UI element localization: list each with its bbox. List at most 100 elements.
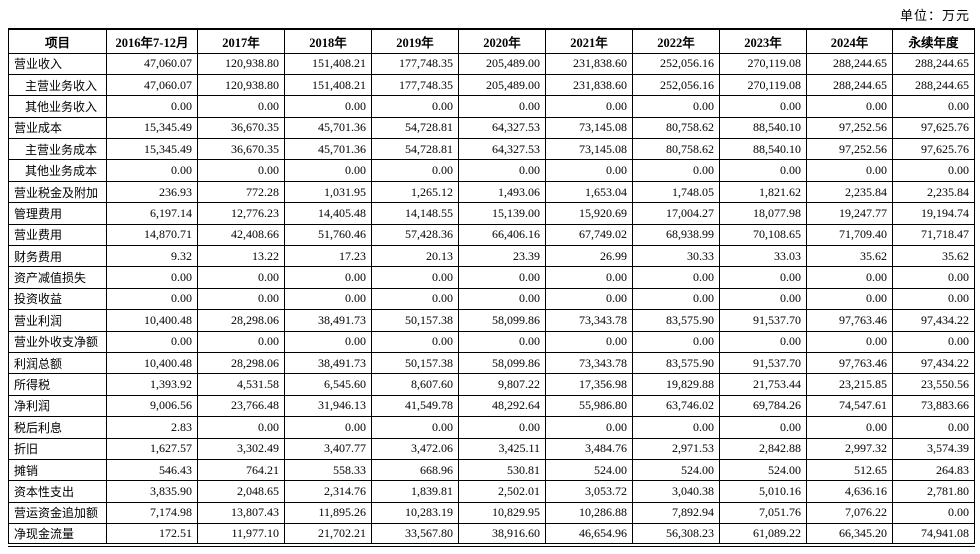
- cell-value: 61,089.22: [719, 523, 807, 546]
- table-row: 税后利息 2.83 0.00 0.00 0.00 0.00 0.00 0.00 0.00 0.00…: [8, 416, 975, 439]
- cell-value: 3,407.77: [284, 437, 372, 460]
- cell-value: 6,197.14: [106, 202, 198, 225]
- cell-value: 57,428.36: [371, 223, 459, 247]
- cell-value: 252,056.16: [632, 52, 720, 75]
- cell-value: 524.00: [719, 458, 807, 482]
- cell-value: 3,040.38: [632, 480, 720, 503]
- cell-value: 3,302.49: [197, 437, 285, 460]
- cell-value: 0.00: [719, 287, 807, 311]
- column-header-2019: 2019年: [371, 28, 459, 54]
- cell-value: 10,286.88: [545, 501, 633, 525]
- cell-value: 73,145.08: [545, 116, 633, 140]
- table-row: 财务费用 9.32 13.22 17.23 20.13 23.39 26.99 30.33 33…: [8, 245, 975, 268]
- cell-value: 772.28: [197, 180, 285, 204]
- table-row: 营业收入 47,060.07 120,938.80 151,408.21 177,748…: [8, 52, 975, 75]
- cell-value: 0.00: [284, 330, 372, 353]
- cell-value: 0.00: [371, 266, 459, 289]
- cell-value: 55,986.80: [545, 394, 633, 418]
- table-row: 所得税 1,393.92 4,531.58 6,545.60 8,607.60 9,807…: [8, 373, 975, 396]
- cell-value: 0.00: [892, 330, 975, 353]
- unit-note: 单位：万元: [899, 8, 970, 23]
- cell-value: 28,298.06: [197, 309, 285, 332]
- cell-value: 74,547.61: [806, 394, 893, 418]
- row-label: 管理费用: [8, 202, 107, 225]
- header-row: 项目 2016年7-12月 2017年 2018年 2019年 2020年 20…: [8, 28, 975, 54]
- cell-value: 4,636.16: [806, 480, 893, 503]
- table-row: 净现金流量 172.51 11,977.10 21,702.21 33,567.80 38…: [8, 523, 975, 546]
- cell-value: 66,345.20: [806, 523, 893, 546]
- cell-value: 524.00: [632, 458, 720, 482]
- cell-value: 1,393.92: [106, 373, 198, 396]
- cell-value: 19,247.77: [806, 202, 893, 225]
- cell-value: 0.00: [371, 95, 459, 118]
- cell-value: 48,292.64: [458, 394, 546, 418]
- cell-value: 67,749.02: [545, 223, 633, 247]
- cell-value: 10,400.48: [106, 351, 198, 375]
- cell-value: 14,870.71: [106, 223, 198, 247]
- cell-value: 15,345.49: [106, 116, 198, 140]
- cell-value: 63,746.02: [632, 394, 720, 418]
- cell-value: 3,472.06: [371, 437, 459, 460]
- cell-value: 2,502.01: [458, 480, 546, 503]
- cell-value: 0.00: [284, 95, 372, 118]
- cell-value: 97,434.22: [892, 351, 975, 375]
- table-row: 资产减值损失 0.00 0.00 0.00 0.00 0.00 0.00 0.00 0.00 0.…: [8, 266, 975, 289]
- cell-value: 80,758.62: [632, 138, 720, 161]
- cell-value: 23,550.56: [892, 373, 975, 396]
- cell-value: 69,784.26: [719, 394, 807, 418]
- row-label: 净现金流量: [8, 523, 107, 546]
- cell-value: 73,145.08: [545, 138, 633, 161]
- cell-value: 0.00: [458, 266, 546, 289]
- cell-value: 1,493.06: [458, 180, 546, 204]
- cell-value: 7,174.98: [106, 501, 198, 525]
- cell-value: 0.00: [458, 416, 546, 439]
- cell-value: 512.65: [806, 458, 893, 482]
- cell-value: 530.81: [458, 458, 546, 482]
- cell-value: 0.00: [458, 287, 546, 311]
- table-row: 主营业务收入 47,060.07 120,938.80 151,408.21 177,7…: [8, 73, 975, 97]
- cell-value: 50,157.38: [371, 309, 459, 332]
- row-label: 营业费用: [8, 223, 107, 247]
- cell-value: 0.00: [197, 416, 285, 439]
- cell-value: 7,892.94: [632, 501, 720, 525]
- cell-value: 45,701.36: [284, 116, 372, 140]
- cell-value: 120,938.80: [197, 52, 285, 75]
- column-header-2016: 2016年7-12月: [106, 28, 198, 54]
- cell-value: 71,709.40: [806, 223, 893, 247]
- row-label: 营业成本: [8, 116, 107, 140]
- row-label: 摊销: [8, 458, 107, 482]
- cell-value: 0.00: [892, 95, 975, 118]
- row-label: 营运资金追加额: [8, 501, 107, 525]
- cell-value: 1,839.81: [371, 480, 459, 503]
- cell-value: 0.00: [197, 330, 285, 353]
- cell-value: 288,244.65: [892, 73, 975, 97]
- table-row: 其他业务成本 0.00 0.00 0.00 0.00 0.00 0.00 0.00 0.00 0.…: [8, 159, 975, 182]
- cell-value: 231,838.60: [545, 52, 633, 75]
- cell-value: 13,807.43: [197, 501, 285, 525]
- cell-value: 97,252.56: [806, 116, 893, 140]
- cell-value: 4,531.58: [197, 373, 285, 396]
- column-header-2021: 2021年: [545, 28, 633, 54]
- cell-value: 120,938.80: [197, 73, 285, 97]
- cell-value: 0.00: [284, 416, 372, 439]
- cell-value: 0.00: [371, 287, 459, 311]
- cell-value: 0.00: [371, 159, 459, 182]
- cell-value: 2,997.32: [806, 437, 893, 460]
- cell-value: 74,941.08: [892, 523, 975, 546]
- cell-value: 47,060.07: [106, 52, 198, 75]
- cell-value: 0.00: [197, 266, 285, 289]
- row-label: 折旧: [8, 437, 107, 460]
- cell-value: 288,244.65: [806, 73, 893, 97]
- cell-value: 0.00: [197, 159, 285, 182]
- cell-value: 58,099.86: [458, 309, 546, 332]
- row-label: 资本性支出: [8, 480, 107, 503]
- cell-value: 19,829.88: [632, 373, 720, 396]
- cell-value: 288,244.65: [892, 52, 975, 75]
- cell-value: 46,654.96: [545, 523, 633, 546]
- table-row: 营业成本 15,345.49 36,670.35 45,701.36 54,728.81…: [8, 116, 975, 140]
- cell-value: 36,670.35: [197, 138, 285, 161]
- cell-value: 68,938.99: [632, 223, 720, 247]
- cell-value: 83,575.90: [632, 351, 720, 375]
- cell-value: 2,235.84: [806, 180, 893, 204]
